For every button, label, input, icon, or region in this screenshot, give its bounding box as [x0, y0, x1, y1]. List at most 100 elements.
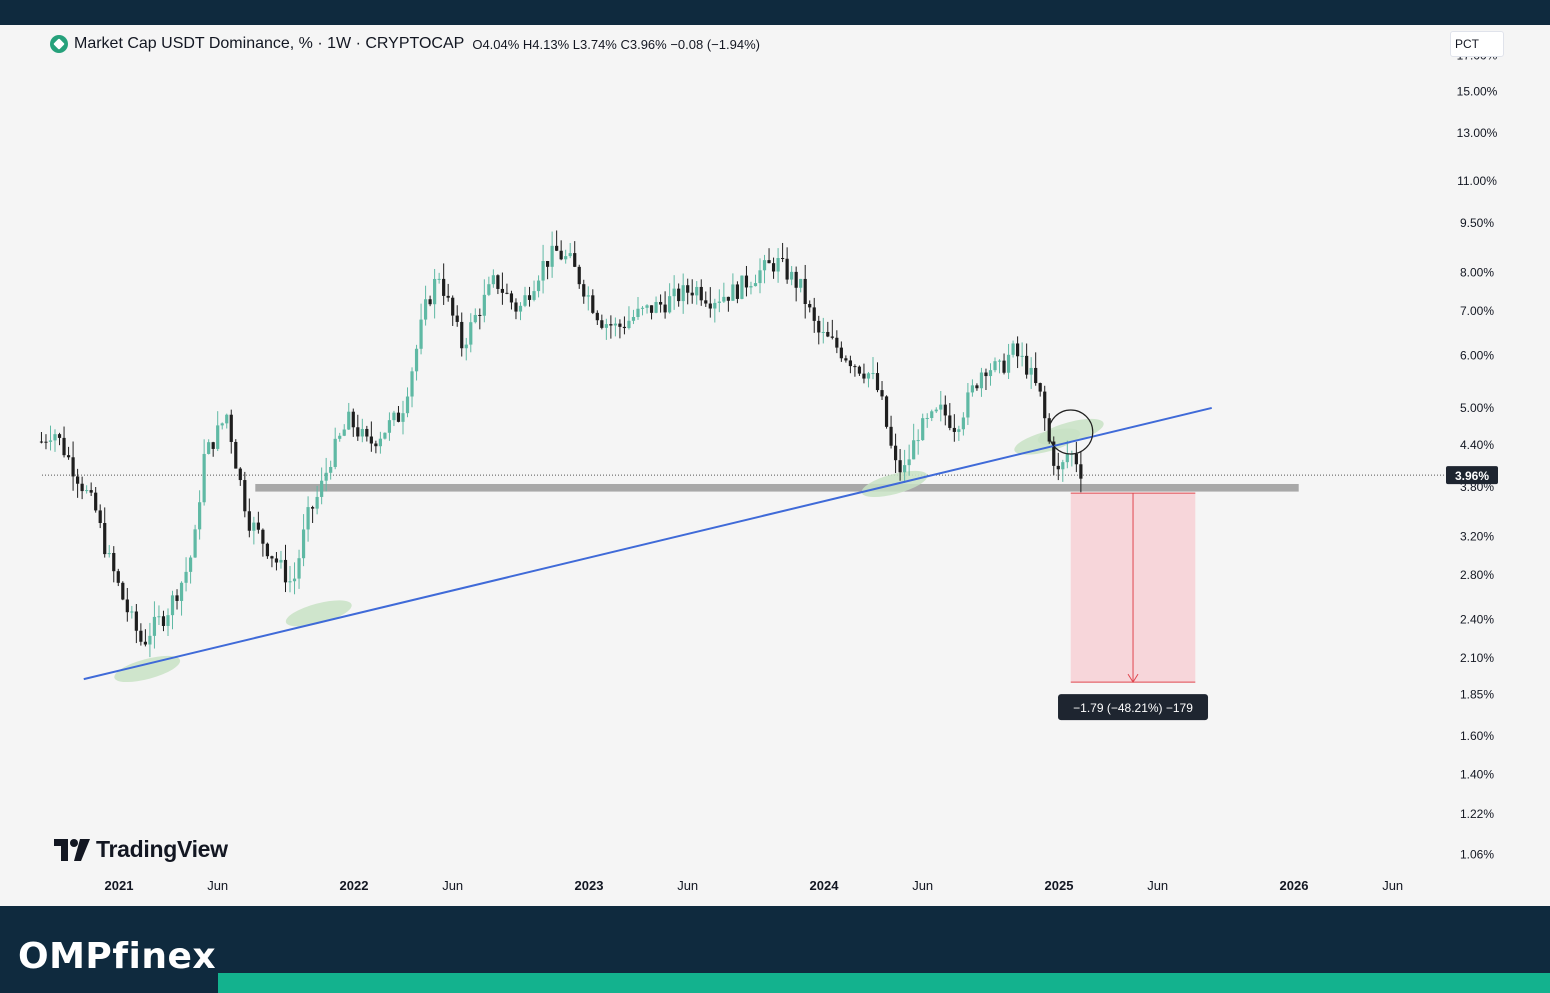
candle-body	[686, 285, 690, 293]
candle-body	[966, 392, 970, 418]
candle-body	[844, 358, 848, 361]
candle-body	[785, 258, 789, 280]
candle-body	[903, 465, 907, 473]
candle-body	[1029, 367, 1033, 375]
x-axis-label: 2026	[1280, 878, 1309, 893]
candle-body	[161, 616, 166, 626]
candle-body	[301, 529, 306, 559]
y-axis-label: 1.06%	[1460, 848, 1494, 862]
target-arrow-head-icon	[1127, 673, 1139, 684]
scale-toggle-button[interactable]: PCT	[1450, 31, 1504, 57]
top-bar	[0, 0, 1550, 25]
candle-body	[518, 305, 523, 312]
candle-body	[152, 616, 157, 636]
candle-body	[654, 301, 658, 313]
candle-body	[342, 429, 346, 436]
candle-body	[970, 385, 975, 393]
candle-body	[396, 412, 401, 422]
candle-body	[365, 428, 369, 437]
x-axis-label: 2025	[1045, 878, 1074, 893]
y-axis-label: 7.00%	[1460, 304, 1494, 318]
candle-body	[704, 300, 708, 304]
x-axis-label: Jun	[1147, 878, 1168, 893]
candle-body	[130, 611, 134, 613]
candle-body	[107, 552, 111, 555]
candle-body	[387, 420, 392, 433]
candle-body	[265, 543, 270, 557]
chart-legend: Market Cap USDT Dominance, % · 1W · CRYP…	[50, 33, 760, 55]
candle-body	[419, 319, 423, 349]
candle-body	[559, 250, 563, 260]
candle-body	[975, 385, 979, 389]
measure-label-box	[1058, 694, 1209, 721]
candle-body	[428, 299, 432, 305]
candle-body	[446, 295, 450, 298]
candle-body	[188, 557, 193, 572]
candle-body	[170, 595, 175, 616]
candle-body	[952, 427, 956, 432]
candle-body	[401, 413, 405, 422]
candle-body	[817, 320, 821, 333]
candle-body	[423, 299, 428, 320]
ompfinex-logo[interactable]: OMPfinex	[18, 936, 216, 977]
candle-body	[663, 304, 667, 313]
candle-body	[961, 417, 965, 430]
candle-body	[735, 284, 740, 299]
candle-body	[681, 285, 685, 302]
y-axis-label: 3.20%	[1460, 529, 1494, 543]
candle-body	[238, 468, 242, 481]
candle-body	[166, 615, 170, 626]
candle-body	[338, 435, 342, 439]
candle-body	[573, 253, 577, 267]
candle-body	[198, 502, 202, 530]
candle-body	[80, 483, 84, 492]
y-axis-label: 2.40%	[1460, 612, 1494, 626]
candle-body	[758, 270, 762, 284]
chart-svg[interactable]: −1.79 (−48.21%) −179 17.00%15.00%13.00%1…	[0, 0, 1550, 906]
candle-body	[374, 443, 378, 447]
x-axis-label: 2022	[340, 878, 369, 893]
candle-body	[229, 414, 233, 442]
candle-body	[921, 418, 925, 441]
candle-body	[243, 480, 247, 512]
y-axis-label: 1.22%	[1460, 807, 1494, 821]
candle-body	[862, 373, 866, 379]
candle-body	[568, 253, 572, 257]
candle-body	[930, 411, 934, 418]
candle-body	[288, 581, 292, 583]
candle-body	[731, 284, 735, 301]
y-axis-label: 8.00%	[1460, 266, 1494, 280]
candle-body	[636, 308, 640, 317]
candle-body	[369, 436, 373, 444]
footer-accent-strip	[218, 973, 1550, 993]
candle-body	[577, 266, 581, 285]
logo-part-c: nex	[141, 936, 217, 977]
candle-body	[1034, 367, 1038, 384]
candle-body	[283, 559, 288, 583]
candle-body	[333, 438, 337, 467]
candle-body	[279, 559, 283, 563]
chart-area[interactable]	[0, 25, 1550, 906]
candle-body	[600, 320, 604, 328]
candle-body	[536, 280, 541, 292]
candle-body	[925, 417, 929, 419]
candle-body	[496, 275, 500, 289]
candle-body	[514, 302, 518, 312]
candle-body	[916, 440, 920, 442]
candle-body	[175, 595, 179, 601]
candle-body	[121, 582, 125, 600]
candle-body	[134, 611, 138, 631]
candle-body	[311, 507, 315, 509]
support-zone-band[interactable]	[255, 483, 1299, 492]
candle-body	[726, 296, 730, 301]
ascending-trendline[interactable]	[83, 406, 1212, 681]
candle-body	[907, 459, 911, 466]
candle-body	[627, 320, 631, 329]
candle-body	[898, 460, 902, 473]
candle-body	[762, 260, 767, 271]
candle-body	[717, 301, 721, 303]
breakdown-circle-marker[interactable]	[1048, 409, 1094, 455]
candle-body	[550, 245, 554, 267]
symbol-title[interactable]: Market Cap USDT Dominance, % · 1W · CRYP…	[74, 35, 465, 52]
touch-highlight	[114, 655, 181, 683]
